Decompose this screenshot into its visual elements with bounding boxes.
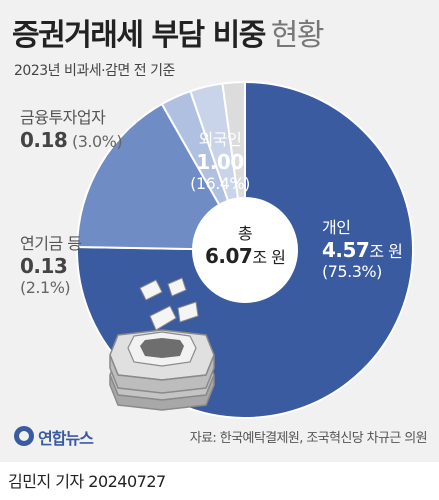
center-total-value: 6.07 [205,244,253,268]
label-foreigner: 외국인 1.00 (16.4%) [180,126,260,193]
label-foreigner-percent: (16.4%) [190,174,250,193]
center-total: 총 6.07조 원 [205,220,286,268]
page-title: 증권거래세 부담 비중 현황 [12,10,325,54]
label-financial-investment-name: 금융투자업자 [20,108,106,127]
label-individual-percent: (75.3%) [322,262,382,281]
label-pension-name: 연기금 등 [20,234,82,253]
label-financial-investment: 금융투자업자 0.18 (3.0%) [20,104,123,152]
center-total-unit: 조 원 [252,248,286,267]
label-individual-name: 개인 [322,218,351,237]
label-individual: 개인 4.57조 원 (75.3%) [322,214,403,281]
label-pension-percent: (2.1%) [20,278,71,297]
yonhap-logo-text: 연합뉴스 [38,429,94,448]
label-pension-value: 0.13 [20,254,68,278]
label-individual-unit: 조 원 [369,242,403,261]
pie-chart [76,80,414,419]
label-financial-investment-value: 0.18 [20,128,68,152]
label-foreigner-value: 1.00 [196,150,244,174]
yonhap-logo-mark [14,426,34,446]
tax-box-illustration [109,277,215,411]
title-sub: 현황 [270,18,325,53]
center-total-label: 총 [237,224,253,243]
pie-center-hole [192,197,298,303]
label-foreigner-name: 외국인 [198,130,242,149]
label-financial-investment-percent: (3.0%) [71,132,123,151]
label-individual-value: 4.57 [322,238,370,262]
yonhap-logo: 연합뉴스 [14,424,114,448]
byline: 김민지 기자 20240727 [8,472,166,491]
pie-slice-1 [76,102,247,252]
subtitle: 2023년 비과세·감면 전 기준 [14,63,175,79]
title-main: 증권거래세 부담 비중 [12,18,266,53]
source-note: 자료: 한국예탁결제원, 조국혁신당 차규근 의원 [189,431,428,446]
label-pension: 연기금 등 0.13 (2.1%) [20,230,82,297]
